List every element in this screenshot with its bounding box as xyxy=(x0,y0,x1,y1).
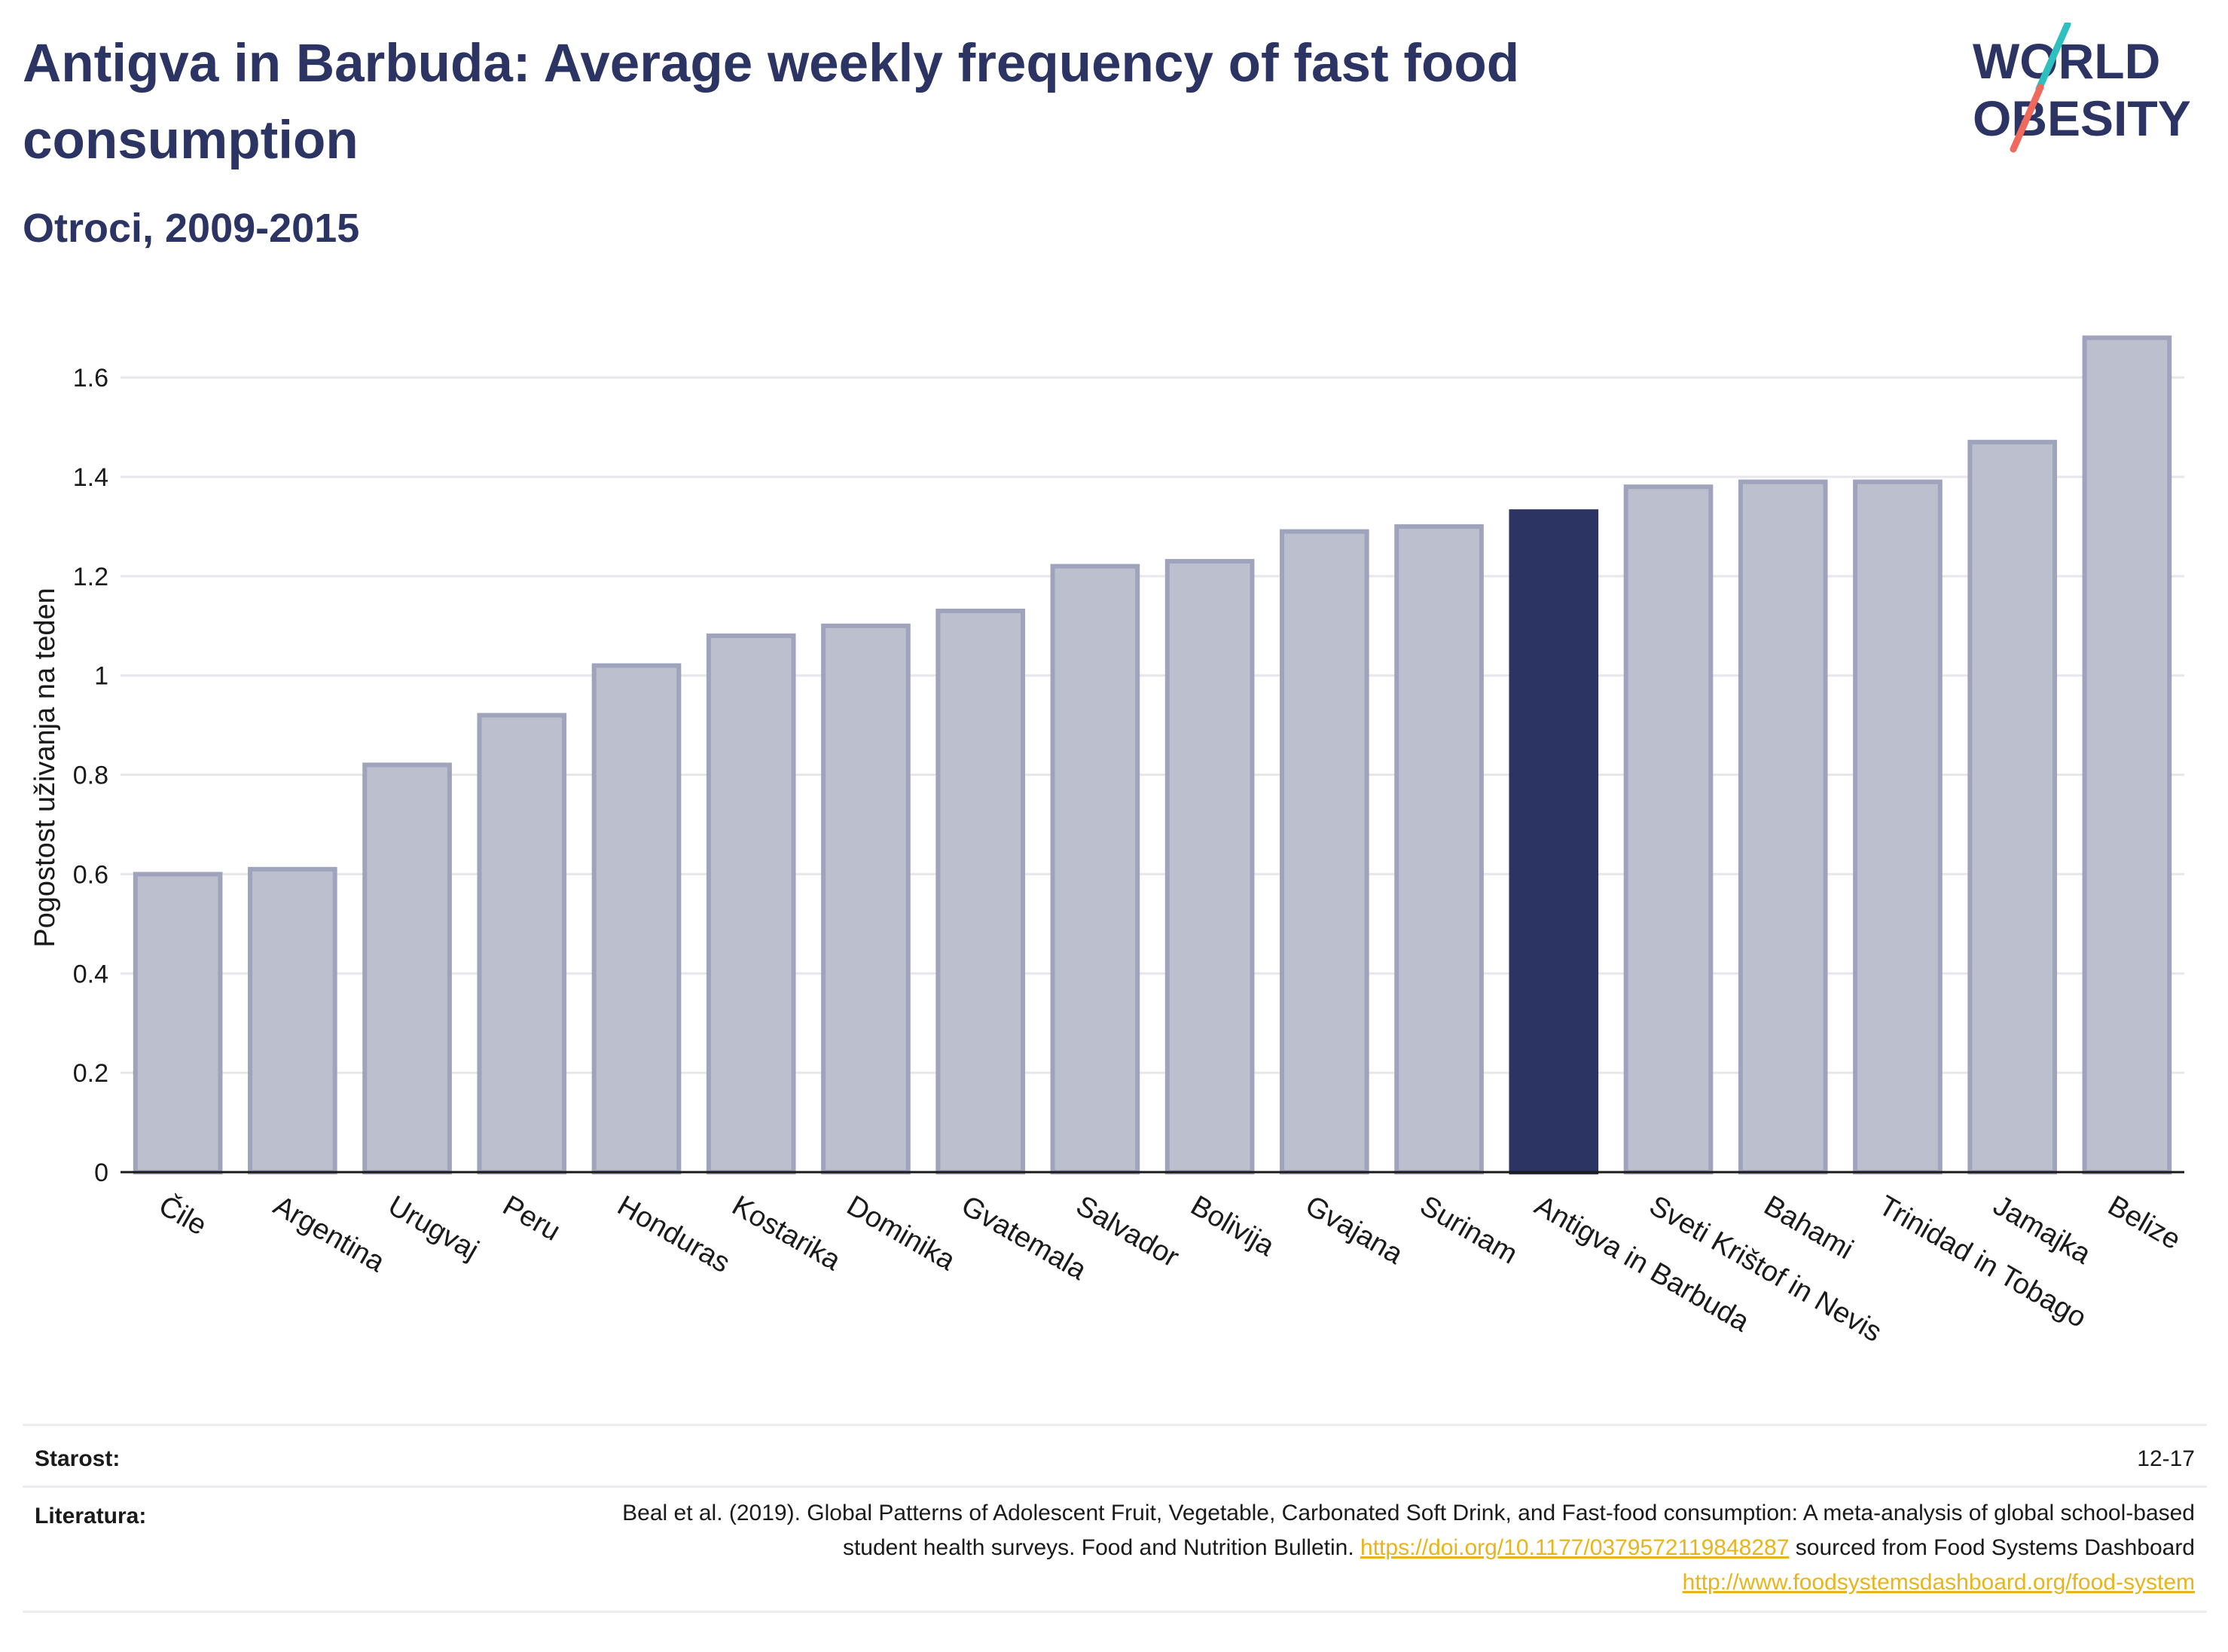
x-tick-label: Kostarika xyxy=(727,1189,847,1277)
y-tick-label: 1 xyxy=(94,662,108,691)
y-tick-label: 1.4 xyxy=(73,463,108,492)
bar-chart: 0 0.2 0.4 0.6 0.8 1 1.2 1.4 1.6 Čile ArgentinaUru… xyxy=(29,335,2186,1348)
bars xyxy=(133,335,2172,1175)
y-axis-title: Pogostost uživanja na teden xyxy=(29,588,61,947)
bar[interactable] xyxy=(362,762,452,1174)
x-tick-label: Čile xyxy=(154,1189,213,1242)
x-tick-label: Urugvaj xyxy=(383,1189,484,1266)
x-tick-label: Bolivija xyxy=(1186,1189,1280,1263)
bar[interactable] xyxy=(1853,479,1943,1174)
gridlines xyxy=(121,376,2184,1074)
logo-line-1: WORLD xyxy=(1973,33,2160,89)
y-tick-label: 0.2 xyxy=(73,1059,108,1088)
bar[interactable] xyxy=(1164,559,1255,1174)
world-obesity-logo: WORLD OBESITY xyxy=(1973,23,2191,153)
x-tick-label: Trinidad in Tobago xyxy=(1873,1189,2092,1334)
y-tick-labels: 0 0.2 0.4 0.6 0.8 1 1.2 1.4 1.6 xyxy=(73,364,108,1187)
bar[interactable] xyxy=(935,608,1025,1174)
x-tick-label: Honduras xyxy=(612,1189,736,1279)
bar[interactable] xyxy=(1623,484,1714,1174)
chart-title: Antigva in Barbuda: Average weekly frequ… xyxy=(23,34,1520,170)
bar[interactable] xyxy=(1967,439,2057,1174)
chart-subtitle: Otroci, 2009-2015 xyxy=(23,206,360,251)
reference-text: Beal et al. (2019). Global Patterns of A… xyxy=(575,1496,2195,1600)
bar[interactable] xyxy=(1738,479,1828,1174)
y-tick-label: 0 xyxy=(94,1159,108,1187)
bar[interactable] xyxy=(821,623,911,1174)
age-label: Starost: xyxy=(35,1446,121,1471)
x-tick-label: Belize xyxy=(2102,1189,2186,1256)
reference-label: Literatura: xyxy=(35,1504,147,1528)
doi-link[interactable]: https://doi.org/10.1177/0379572119848287 xyxy=(1360,1535,1790,1560)
bar[interactable] xyxy=(1394,524,1484,1174)
footer-divider-middle xyxy=(23,1486,2207,1488)
footer-divider-top xyxy=(23,1424,2207,1426)
x-tick-label: Peru xyxy=(497,1189,566,1247)
y-tick-label: 0.4 xyxy=(73,960,108,988)
x-tick-label: Bahami xyxy=(1759,1189,1859,1266)
x-tick-label: Surinam xyxy=(1415,1189,1523,1270)
food-systems-link[interactable]: http://www.foodsystemsdashboard.org/food… xyxy=(1682,1570,2195,1595)
x-tick-label: Antigva in Barbuda xyxy=(1529,1189,1755,1338)
x-tick-label: Dominika xyxy=(841,1189,961,1277)
x-tick-label: Gvatemala xyxy=(956,1189,1092,1287)
bar-highlighted[interactable] xyxy=(1509,509,1599,1174)
logo-slash-coral xyxy=(2010,84,2044,153)
bar[interactable] xyxy=(1050,563,1140,1174)
bar[interactable] xyxy=(706,633,796,1174)
bar[interactable] xyxy=(248,866,337,1174)
reference-source: sourced from Food Systems Dashboard xyxy=(1795,1535,2195,1560)
bar[interactable] xyxy=(1280,529,1369,1174)
bar[interactable] xyxy=(133,872,223,1174)
x-tick-label: Argentina xyxy=(268,1189,391,1278)
x-tick-label: Gvajana xyxy=(1300,1189,1409,1271)
y-tick-label: 0.8 xyxy=(73,762,108,790)
logo-slash-teal xyxy=(2035,23,2071,93)
y-tick-label: 1.6 xyxy=(73,364,108,392)
footer-divider-bottom xyxy=(23,1611,2207,1613)
bar[interactable] xyxy=(591,663,682,1174)
age-value: 12-17 xyxy=(2137,1446,2195,1471)
bar[interactable] xyxy=(2082,335,2172,1175)
bar[interactable] xyxy=(477,713,567,1174)
y-tick-label: 1.2 xyxy=(73,563,108,591)
y-tick-label: 0.6 xyxy=(73,860,108,889)
reference-citation: Beal et al. (2019). Global Patterns of A… xyxy=(622,1501,2195,1560)
logo-line-2: OBESITY xyxy=(1973,90,2191,146)
